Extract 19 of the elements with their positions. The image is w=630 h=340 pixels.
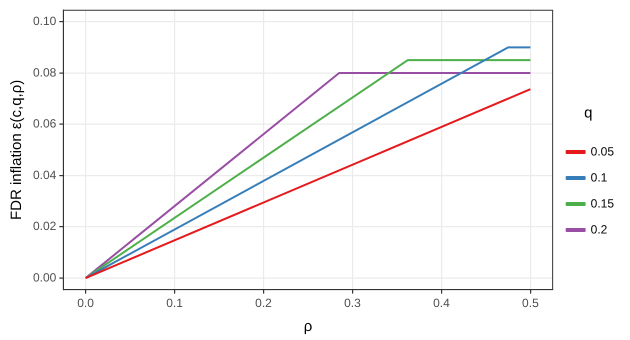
y-tick-label: 0.10 — [32, 14, 57, 28]
x-tick-label: 0.1 — [166, 296, 184, 310]
x-tick-label: 0.0 — [77, 296, 94, 310]
y-tick-label: 0.02 — [32, 219, 57, 234]
x-tick-label: 0.4 — [433, 296, 450, 310]
legend-label: 0.2 — [590, 222, 608, 236]
y-tick-label: 0.06 — [32, 116, 57, 131]
x-tick-label: 0.5 — [522, 296, 540, 310]
legend-label: 0.1 — [590, 170, 608, 184]
y-tick-label: 0.00 — [32, 270, 57, 284]
y-axis-title: FDR inflation ε(c,q,ρ) — [8, 80, 26, 220]
y-tick-label: 0.08 — [32, 65, 57, 80]
y-tick-label: 0.04 — [32, 168, 57, 182]
legend-title: q — [584, 104, 592, 122]
legend-label: 0.15 — [590, 196, 614, 210]
x-tick-label: 0.2 — [255, 296, 272, 310]
legend-label: 0.05 — [590, 144, 614, 158]
x-axis-title: ρ — [304, 318, 312, 336]
x-tick-label: 0.3 — [344, 296, 362, 310]
